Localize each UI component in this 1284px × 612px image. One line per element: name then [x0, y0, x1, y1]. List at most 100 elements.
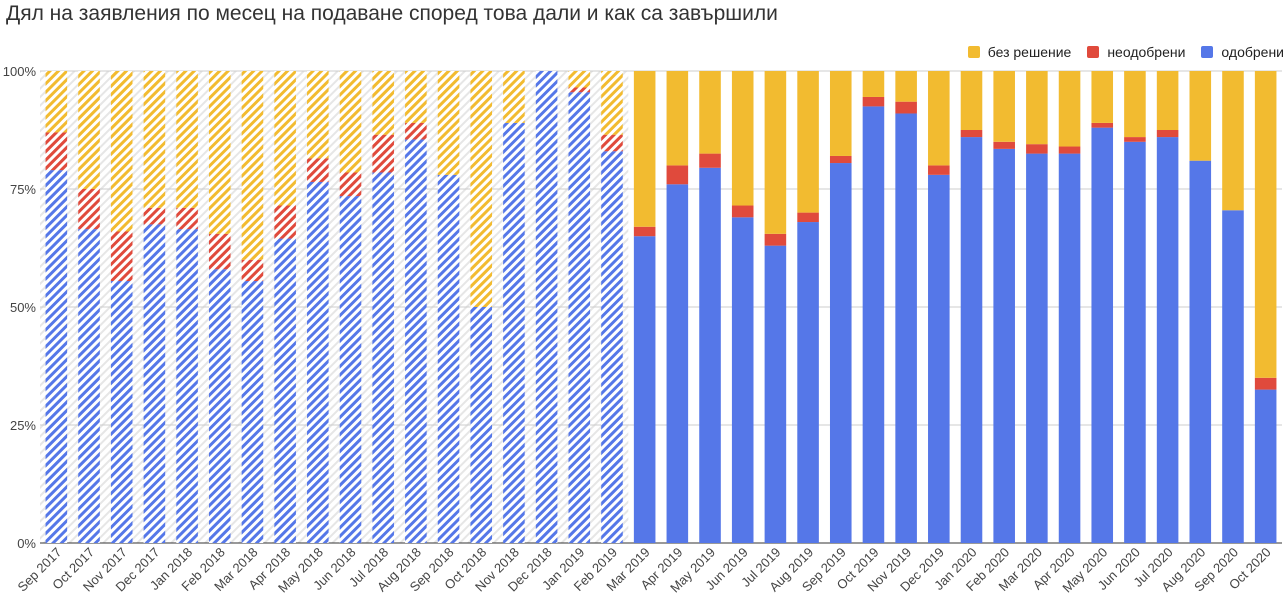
bar-rejected[interactable] — [176, 207, 198, 230]
bar-pending[interactable] — [960, 71, 983, 130]
bar-pending[interactable] — [1222, 71, 1244, 211]
bar-approved[interactable] — [1026, 153, 1048, 543]
bar-approved[interactable] — [993, 148, 1015, 543]
bar-rejected[interactable] — [829, 155, 852, 164]
bar-rejected[interactable] — [601, 134, 623, 152]
bar-pending[interactable] — [601, 71, 623, 135]
bar-pending[interactable] — [1058, 71, 1081, 147]
bar-approved[interactable] — [339, 196, 362, 543]
bar-approved[interactable] — [274, 238, 296, 543]
bar-approved[interactable] — [862, 106, 885, 544]
bar-approved[interactable] — [307, 181, 329, 544]
bar-rejected[interactable] — [797, 212, 819, 223]
bar-pending[interactable] — [764, 71, 787, 234]
legend-item-rejected[interactable]: неодобрени — [1087, 44, 1185, 60]
bar-approved[interactable] — [503, 122, 525, 544]
bar-approved[interactable] — [731, 217, 754, 543]
bar-pending[interactable] — [143, 71, 166, 208]
bar-rejected[interactable] — [372, 134, 394, 173]
bar-approved[interactable] — [1091, 127, 1114, 543]
bar-pending[interactable] — [928, 71, 950, 166]
bar-rejected[interactable] — [568, 87, 591, 93]
bar-rejected[interactable] — [666, 165, 689, 185]
bar-rejected[interactable] — [339, 172, 362, 197]
bar-rejected[interactable] — [241, 259, 264, 282]
bar-approved[interactable] — [895, 113, 917, 543]
bar-approved[interactable] — [45, 170, 68, 543]
bar-approved[interactable] — [699, 167, 721, 543]
bar-approved[interactable] — [143, 224, 166, 543]
bar-pending[interactable] — [829, 71, 852, 156]
bar-rejected[interactable] — [1254, 377, 1277, 390]
legend-item-approved[interactable]: одобрени — [1201, 44, 1284, 60]
bar-rejected[interactable] — [960, 130, 983, 138]
bar-approved[interactable] — [1156, 137, 1179, 543]
bar-pending[interactable] — [372, 71, 394, 135]
bar-pending[interactable] — [1124, 71, 1146, 138]
bar-pending[interactable] — [45, 71, 68, 133]
bar-approved[interactable] — [470, 307, 493, 543]
bar-pending[interactable] — [78, 71, 100, 189]
bar-pending[interactable] — [1091, 71, 1114, 123]
bar-rejected[interactable] — [274, 205, 296, 239]
bar-pending[interactable] — [339, 71, 362, 173]
bar-approved[interactable] — [372, 172, 394, 544]
bar-approved[interactable] — [241, 281, 264, 543]
bar-approved[interactable] — [797, 222, 819, 544]
bar-rejected[interactable] — [862, 96, 885, 107]
bar-approved[interactable] — [1058, 153, 1081, 543]
bar-approved[interactable] — [78, 229, 100, 543]
bar-pending[interactable] — [405, 71, 427, 123]
bar-approved[interactable] — [1254, 389, 1277, 543]
bar-approved[interactable] — [1222, 210, 1244, 544]
bar-pending[interactable] — [176, 71, 198, 208]
bar-pending[interactable] — [241, 71, 264, 260]
bar-pending[interactable] — [470, 71, 493, 307]
bar-pending[interactable] — [666, 71, 689, 166]
bar-pending[interactable] — [274, 71, 296, 206]
bar-pending[interactable] — [307, 71, 329, 159]
bar-approved[interactable] — [535, 71, 558, 543]
bar-approved[interactable] — [568, 92, 591, 544]
bar-approved[interactable] — [666, 184, 689, 543]
bar-pending[interactable] — [633, 71, 656, 227]
bar-approved[interactable] — [928, 174, 950, 543]
bar-pending[interactable] — [568, 71, 591, 88]
bar-rejected[interactable] — [307, 158, 329, 182]
bar-rejected[interactable] — [1058, 146, 1081, 154]
bar-pending[interactable] — [437, 71, 460, 175]
bar-pending[interactable] — [895, 71, 917, 102]
legend-item-pending[interactable]: без решение — [967, 44, 1071, 60]
bar-rejected[interactable] — [1156, 130, 1179, 138]
bar-rejected[interactable] — [633, 226, 656, 237]
bar-rejected[interactable] — [208, 233, 231, 270]
bar-pending[interactable] — [731, 71, 754, 206]
bar-rejected[interactable] — [1091, 122, 1114, 128]
bar-approved[interactable] — [110, 281, 133, 543]
bar-approved[interactable] — [405, 139, 427, 543]
bar-pending[interactable] — [110, 71, 133, 232]
bar-rejected[interactable] — [895, 101, 917, 114]
bar-approved[interactable] — [437, 174, 460, 543]
bar-pending[interactable] — [1189, 71, 1212, 161]
bar-approved[interactable] — [960, 137, 983, 543]
bar-pending[interactable] — [208, 71, 231, 234]
bar-approved[interactable] — [764, 245, 787, 543]
bar-rejected[interactable] — [143, 207, 166, 225]
bar-pending[interactable] — [862, 71, 885, 97]
bar-rejected[interactable] — [699, 153, 721, 168]
bar-approved[interactable] — [208, 269, 231, 543]
bar-approved[interactable] — [1124, 141, 1146, 544]
bar-rejected[interactable] — [928, 165, 950, 175]
bar-rejected[interactable] — [110, 231, 133, 282]
bar-rejected[interactable] — [1026, 144, 1048, 154]
bar-rejected[interactable] — [45, 132, 68, 171]
bar-rejected[interactable] — [764, 233, 787, 246]
bar-rejected[interactable] — [78, 189, 100, 230]
bar-approved[interactable] — [1189, 160, 1212, 543]
bar-approved[interactable] — [829, 163, 852, 544]
bar-rejected[interactable] — [731, 205, 754, 218]
bar-pending[interactable] — [503, 71, 525, 123]
bar-pending[interactable] — [1156, 71, 1179, 130]
bar-pending[interactable] — [1026, 71, 1048, 145]
